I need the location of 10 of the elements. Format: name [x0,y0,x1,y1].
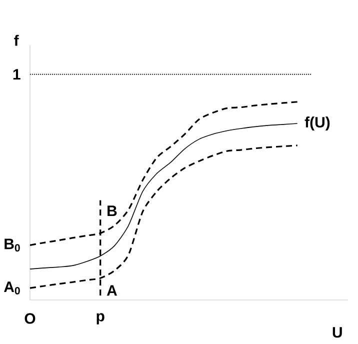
annotation: A$_{0}$ [4,282,20,294]
annotation: B$_{0}$ [4,238,20,252]
x-tick-label: p [96,313,104,324]
annotation: 1 [13,69,20,80]
annotation: A [106,285,117,296]
y-axis-title: f [14,34,19,46]
x-axis-title: U [332,327,342,338]
series-label: f(U) [304,116,330,131]
x-tick-label: O [24,313,36,324]
annotation: B [108,206,117,216]
